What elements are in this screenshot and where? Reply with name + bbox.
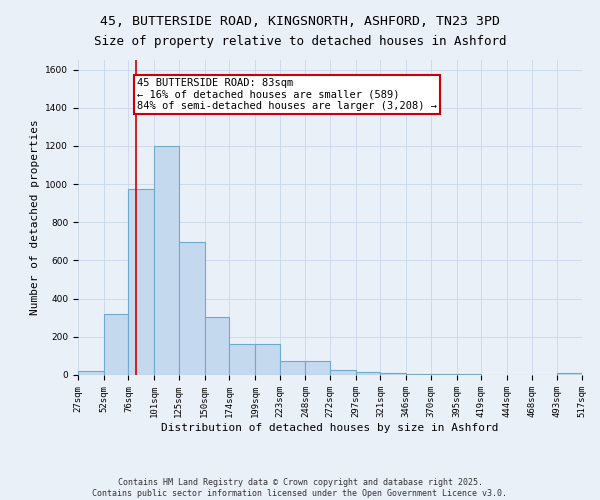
Bar <box>380 373 406 375</box>
Text: 45 BUTTERSIDE ROAD: 83sqm
← 16% of detached houses are smaller (589)
84% of semi: 45 BUTTERSIDE ROAD: 83sqm ← 16% of detac… <box>137 78 437 112</box>
Text: 45, BUTTERSIDE ROAD, KINGSNORTH, ASHFORD, TN23 3PD: 45, BUTTERSIDE ROAD, KINGSNORTH, ASHFORD… <box>100 15 500 28</box>
Bar <box>229 344 255 375</box>
Bar <box>255 344 280 375</box>
Bar <box>104 314 128 375</box>
Bar <box>305 360 330 375</box>
Bar <box>457 374 481 375</box>
X-axis label: Distribution of detached houses by size in Ashford: Distribution of detached houses by size … <box>161 422 499 432</box>
Text: Contains HM Land Registry data © Crown copyright and database right 2025.
Contai: Contains HM Land Registry data © Crown c… <box>92 478 508 498</box>
Bar <box>179 242 205 375</box>
Bar <box>154 146 179 375</box>
Bar <box>78 371 104 375</box>
Bar <box>330 370 356 375</box>
Bar <box>205 317 229 375</box>
Bar <box>280 360 305 375</box>
Y-axis label: Number of detached properties: Number of detached properties <box>30 120 40 316</box>
Bar <box>128 189 154 375</box>
Text: Size of property relative to detached houses in Ashford: Size of property relative to detached ho… <box>94 35 506 48</box>
Bar <box>356 372 380 375</box>
Bar <box>431 374 457 375</box>
Bar <box>406 374 431 375</box>
Bar <box>557 373 582 375</box>
